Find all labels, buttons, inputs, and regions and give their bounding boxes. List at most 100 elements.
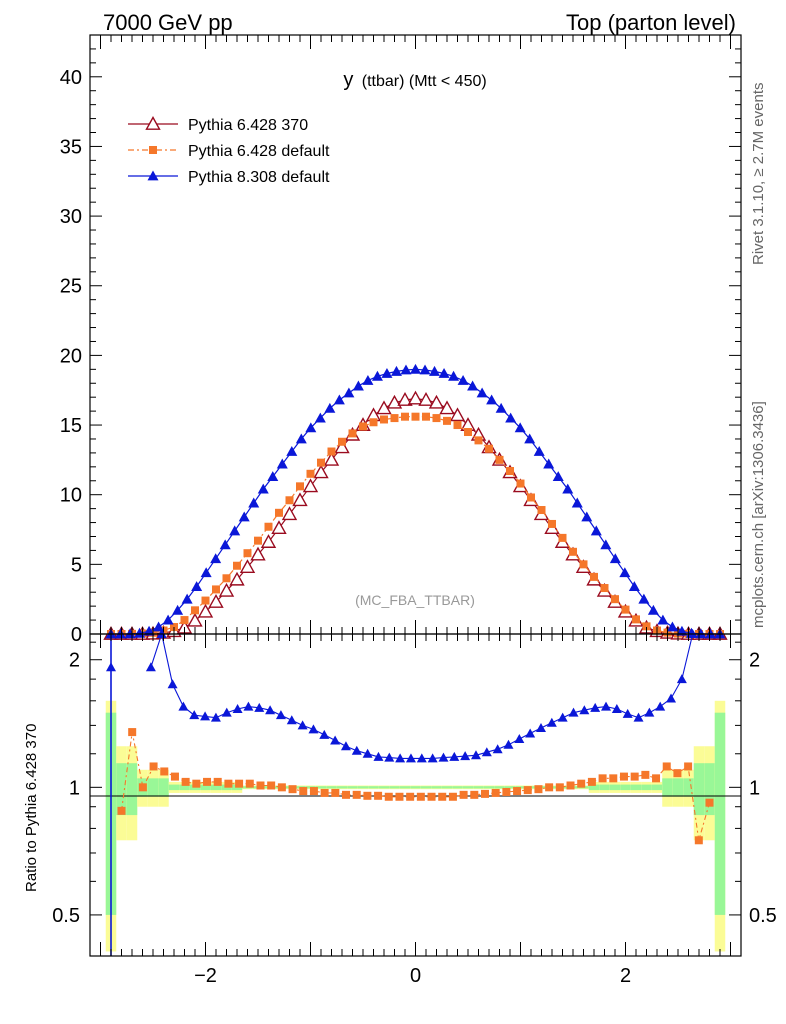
data-point <box>267 471 279 481</box>
data-point <box>590 572 598 581</box>
ratio-panel-ticks: 0.5 1 2 0.5 1 2 −2 0 2 <box>52 634 777 987</box>
ratio-data-point <box>438 792 447 801</box>
y-tick-label: 5 <box>71 554 82 576</box>
data-point <box>486 394 498 405</box>
ratio-panel: 0.5 1 2 0.5 1 2 −2 0 2 Ratio to Pythia 6.428 370 <box>23 629 777 987</box>
data-point <box>285 496 294 505</box>
legend: Pythia 6.428 370 Pythia 6.428 default Pyth… <box>128 116 330 186</box>
ratio-data-point <box>460 751 471 761</box>
data-point <box>229 525 241 536</box>
data-point <box>239 559 256 574</box>
ratio-data-point <box>694 836 703 845</box>
ratio-data-point <box>384 792 393 801</box>
data-point <box>579 560 588 569</box>
uncertainty-band-green <box>389 786 400 789</box>
data-point <box>305 422 317 433</box>
data-point <box>439 400 455 415</box>
ratio-data-point <box>705 798 714 807</box>
ratio-data-point <box>503 739 514 749</box>
ratio-y-tick-label-right: 0.5 <box>749 905 777 927</box>
ratio-data-point <box>609 774 618 783</box>
data-point <box>464 428 472 437</box>
ratio-data-point <box>178 701 189 711</box>
data-point <box>666 621 678 632</box>
data-point <box>695 628 707 639</box>
uncertainty-band-green <box>315 786 327 789</box>
title-sub: (ttbar) (Mtt < 450) <box>362 73 487 90</box>
ratio-data-point <box>525 728 536 738</box>
ratio-data-point <box>579 705 590 715</box>
uncertainty-band-green <box>441 786 453 789</box>
data-point <box>581 511 593 522</box>
uncertainty-band-green <box>651 784 663 791</box>
ratio-data-point <box>514 734 525 744</box>
data-point <box>233 561 241 570</box>
ratio-data-point <box>406 792 415 801</box>
y-tick-label: 0 <box>71 624 82 646</box>
uncertainty-band-green <box>179 784 190 791</box>
data-point <box>429 365 441 376</box>
data-point <box>143 625 155 636</box>
ratio-data-point <box>449 751 460 761</box>
ratio-data-point <box>384 752 395 762</box>
data-point <box>390 365 402 376</box>
data-point <box>400 364 412 375</box>
ratio-data-point <box>534 785 543 794</box>
ratio-data-point <box>224 779 233 788</box>
uncertainty-band-green <box>672 778 684 797</box>
data-point <box>418 392 434 406</box>
uncertainty-band-green <box>420 786 432 789</box>
main-panel-ticks: 0 5 10 15 20 25 30 35 40 <box>60 35 741 646</box>
ratio-data-point <box>577 779 586 788</box>
ratio-data-point <box>374 791 383 800</box>
data-point <box>527 493 535 502</box>
data-point <box>380 415 388 424</box>
data-point <box>609 553 621 564</box>
ratio-data-point <box>590 702 601 712</box>
x-tick-label: 2 <box>620 965 631 987</box>
uncertainty-band-green <box>168 784 180 791</box>
data-point <box>628 581 640 592</box>
uncertainty-band-green <box>431 786 442 789</box>
uncertainty-band-green <box>452 786 463 789</box>
data-point <box>590 525 602 536</box>
uncertainty-band-green <box>630 784 642 791</box>
ratio-data-point <box>673 769 682 778</box>
ratio-data-point <box>254 702 265 712</box>
data-point <box>562 483 574 494</box>
legend-marker <box>145 116 161 130</box>
main-title: y (ttbar) (Mtt < 450) <box>343 69 486 91</box>
data-point <box>197 603 214 618</box>
data-point <box>558 533 567 542</box>
ratio-data-point <box>210 712 221 722</box>
data-point <box>495 402 507 413</box>
ratio-data-point <box>502 787 511 796</box>
ratio-data-point <box>128 728 137 737</box>
ratio-data-point <box>192 779 201 788</box>
ratio-data-point <box>555 783 564 792</box>
ratio-data-point <box>319 729 330 739</box>
data-point <box>334 439 350 454</box>
ratio-data-point <box>288 785 297 794</box>
ratio-data-point <box>286 715 297 725</box>
data-point <box>200 567 212 578</box>
data-point <box>485 444 493 453</box>
data-point <box>362 374 374 385</box>
ratio-data-point <box>106 662 116 672</box>
data-point <box>191 581 203 592</box>
data-point <box>292 492 308 507</box>
ratio-data-point <box>395 753 406 763</box>
data-point <box>313 464 329 479</box>
title-main: y <box>343 69 353 91</box>
y-tick-label: 35 <box>60 136 82 158</box>
ratio-data-point <box>200 711 211 721</box>
data-point <box>397 392 413 406</box>
data-point <box>327 447 336 456</box>
ratio-data-point <box>331 788 340 797</box>
data-point <box>537 506 546 515</box>
ratio-data-point <box>644 707 655 717</box>
data-point <box>229 571 245 586</box>
y-tick-label: 25 <box>60 276 82 298</box>
legend-label: Pythia 6.428 default <box>188 143 330 160</box>
ratio-data-point <box>342 790 351 799</box>
